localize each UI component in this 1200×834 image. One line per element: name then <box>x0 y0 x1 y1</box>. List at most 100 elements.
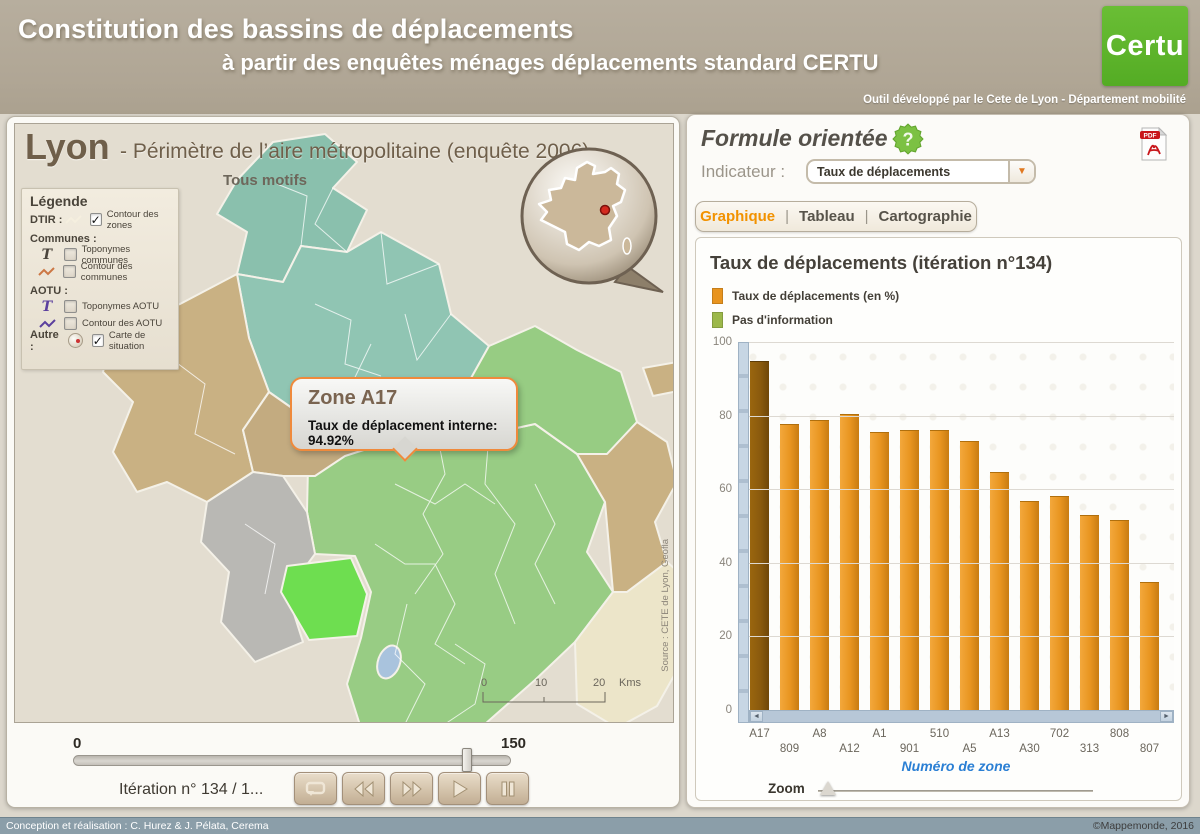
legend-row: Contour des communes <box>36 260 178 283</box>
chart-zoom-control: Zoom <box>768 781 1128 801</box>
bar-A12[interactable] <box>840 414 859 710</box>
footer-bar: Conception et réalisation : C. Hurez & J… <box>0 817 1200 834</box>
zoom-slider-track[interactable] <box>818 790 1093 792</box>
legend-checkbox[interactable]: ✓ <box>91 333 104 348</box>
chart-legend-item: Pas d'information <box>712 308 899 332</box>
legend-checkbox[interactable] <box>64 317 77 330</box>
chevron-down-icon: ▼ <box>1017 166 1027 177</box>
iteration-slider-handle[interactable] <box>462 748 472 772</box>
bar-A8[interactable] <box>810 420 829 710</box>
page-title: Constitution des bassins de déplacements <box>18 14 574 44</box>
legend-checkbox[interactable]: ✓ <box>89 212 102 227</box>
rewind-icon <box>353 780 373 797</box>
svg-text:20: 20 <box>593 677 605 689</box>
x-label-A5: A5 <box>962 743 977 755</box>
gridline <box>738 562 1174 564</box>
x-label-807: 807 <box>1139 743 1160 755</box>
scroll-right-arrow[interactable]: ► <box>1160 711 1173 722</box>
loop-button[interactable] <box>294 772 337 805</box>
map-title-suffix: - Périmètre de l’aire métropolitaine (en… <box>120 140 590 163</box>
chart-card: Taux de déplacements (itération n°134) T… <box>695 237 1182 801</box>
map-card: Lyon - Périmètre de l’aire métropolitain… <box>6 116 680 808</box>
legend-checkbox[interactable] <box>64 300 77 313</box>
legend-item-label: Contour des communes <box>80 260 133 283</box>
bar-A5[interactable] <box>960 441 979 710</box>
y-tick-label: 80 <box>719 409 732 422</box>
situation-map-icon <box>65 333 85 348</box>
bar-807[interactable] <box>1140 581 1159 710</box>
zoom-label: Zoom <box>768 781 805 796</box>
indicator-dropdown[interactable]: Taux de déplacements ▼ <box>806 159 1036 184</box>
rewind-button[interactable] <box>342 772 385 805</box>
chart-title: Taux de déplacements (itération n°134) <box>710 252 1053 273</box>
zigzag-line-icon <box>38 319 56 328</box>
bar-510[interactable] <box>930 430 949 710</box>
bar-A17[interactable] <box>750 360 769 710</box>
legend-checkbox[interactable] <box>63 265 76 278</box>
pause-button[interactable] <box>486 772 529 805</box>
bar-808[interactable] <box>1110 520 1129 710</box>
legend-title: Légende <box>30 193 88 209</box>
help-icon[interactable]: ? <box>892 123 924 155</box>
legend-row: T Toponymes AOTU <box>36 298 178 315</box>
legend-item-label: Toponymes AOTU <box>82 301 160 312</box>
lyon-marker-dot <box>599 204 611 216</box>
gridline <box>738 342 1174 343</box>
x-label-808: 808 <box>1109 728 1130 740</box>
legend-checkbox[interactable] <box>63 248 77 261</box>
x-axis-title: Numéro de zone <box>901 758 1011 774</box>
bar-702[interactable] <box>1050 495 1069 710</box>
y-tick-label: 40 <box>719 556 732 569</box>
map-panel[interactable]: Lyon - Périmètre de l’aire métropolitain… <box>14 123 674 723</box>
x-label-702: 702 <box>1049 728 1070 740</box>
y-tick-label: 0 <box>725 704 732 716</box>
panel-title: Formule orientée <box>701 125 888 151</box>
legend-row: Contour des AOTU <box>36 315 178 332</box>
bar-A30[interactable] <box>1020 501 1039 710</box>
fast-forward-button[interactable] <box>390 772 433 805</box>
x-label-A8: A8 <box>812 728 827 740</box>
legend-item-label: Toponymes communes <box>81 243 131 266</box>
svg-text:0: 0 <box>481 677 487 689</box>
scroll-left-arrow[interactable]: ◄ <box>750 711 763 722</box>
chart-legend-item: Taux de déplacements (en %) <box>712 284 899 308</box>
map-source-credit: Source : CETE de Lyon, Geofla <box>660 539 671 672</box>
bar-313[interactable] <box>1080 515 1099 710</box>
x-axis-labels: A17 809 A8 A12 A1 901 510 A5 A13 A30 702 313 808 807 <box>738 728 1174 758</box>
bar-A1[interactable] <box>870 432 889 710</box>
zoom-slider-handle[interactable] <box>820 781 836 795</box>
vertical-scrollbar[interactable] <box>738 342 749 723</box>
bar-A13[interactable] <box>990 471 1009 710</box>
x-label-510: 510 <box>929 728 950 740</box>
gridline <box>738 636 1174 638</box>
horizontal-scrollbar[interactable]: ◄ ► <box>749 710 1174 723</box>
view-tabs: Graphique | Tableau | Cartographie <box>695 201 977 232</box>
legend-swatch <box>712 288 723 304</box>
certu-logo-text: Certu <box>1105 29 1185 62</box>
legend-row: DTIR : ✓ Contour des zones <box>30 208 178 231</box>
zone-tooltip-body: Taux de déplacement interne: 94.92% <box>308 418 498 448</box>
tab-graphique[interactable]: Graphique <box>700 208 776 225</box>
pdf-export-icon[interactable]: PDF <box>1140 126 1168 161</box>
tab-tableau[interactable]: Tableau <box>799 208 855 225</box>
legend-row: T Toponymes communes <box>36 243 178 266</box>
dropdown-arrow-button[interactable]: ▼ <box>1008 161 1034 182</box>
iteration-slider-track[interactable] <box>73 755 511 766</box>
map-scalebar: 0 10 20 Kms <box>481 677 642 703</box>
map-city-title: Lyon <box>25 126 110 167</box>
indicator-selected-value: Taux de déplacements <box>817 164 951 179</box>
bar-901[interactable] <box>900 430 919 710</box>
tab-cartographie[interactable]: Cartographie <box>878 208 972 225</box>
zigzag-line-icon <box>38 267 55 276</box>
legend-item-label: Contour des zones <box>106 208 159 231</box>
header: Constitution des bassins de déplacements… <box>0 0 1200 114</box>
x-label-A12: A12 <box>839 743 860 755</box>
loop-icon <box>305 781 325 796</box>
play-button[interactable] <box>438 772 481 805</box>
x-label-A30: A30 <box>1019 743 1040 755</box>
bar-809[interactable] <box>780 424 799 710</box>
chart-legend: Taux de déplacements (en %) Pas d'informa… <box>712 284 899 332</box>
map-legend: Légende DTIR : ✓ Contour des zones Communes… <box>21 188 179 370</box>
pause-icon <box>501 781 514 796</box>
legend-label: Taux de déplacements (en %) <box>732 289 900 303</box>
